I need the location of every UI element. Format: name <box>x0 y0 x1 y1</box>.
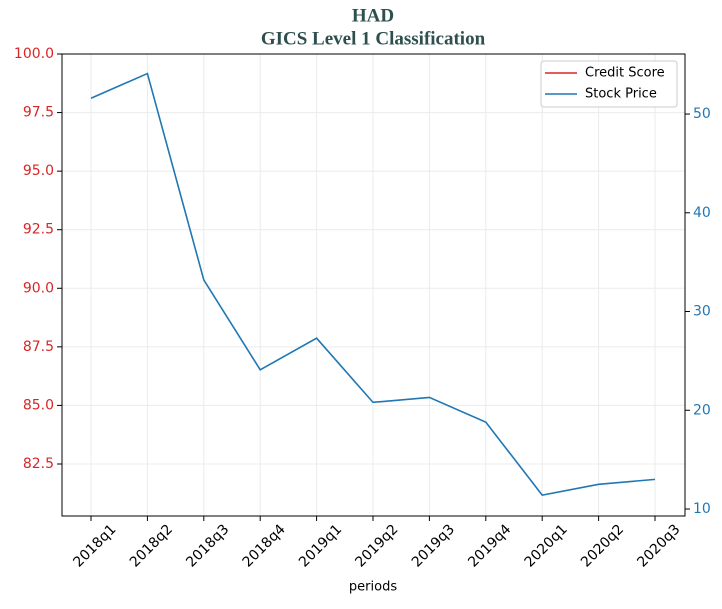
x-tick-label: 2019q3 <box>409 521 458 570</box>
chart-subtitle: GICS Level 1 Classification <box>261 28 486 49</box>
x-tick-label: 2018q1 <box>70 521 119 570</box>
y-tick-label: 92.5 <box>23 222 54 238</box>
line-series <box>90 72 656 497</box>
x-tick-label: 2020q3 <box>634 521 683 570</box>
x-tick-label: 2018q4 <box>240 521 289 570</box>
y-tick-label: 95.0 <box>23 163 54 179</box>
y2-tick-label: 10 <box>693 501 711 517</box>
x-tick-label: 2019q1 <box>296 521 345 570</box>
y2-tick-label: 20 <box>693 402 711 418</box>
chart-title: HAD <box>352 5 394 26</box>
y-tick-label: 82.5 <box>23 456 54 472</box>
y-tick-label: 87.5 <box>23 339 54 355</box>
x-tick-label: 2018q3 <box>183 521 232 570</box>
y2-tick-label: 30 <box>693 304 711 320</box>
x-tick-label: 2020q2 <box>578 521 627 570</box>
legend-label: Credit Score <box>585 66 665 81</box>
x-axis-label: periods <box>349 580 397 595</box>
x-tick-label: 2019q4 <box>465 521 514 570</box>
x-tick-label: 2019q2 <box>352 521 401 570</box>
legend-label: Stock Price <box>585 87 657 102</box>
y-tick-label: 85.0 <box>23 397 54 413</box>
x-tick-label: 2020q1 <box>522 521 571 570</box>
y-tick-label: 97.5 <box>23 105 54 121</box>
y2-tick-label: 50 <box>693 106 711 122</box>
x-tick-label: 2018q2 <box>127 521 176 570</box>
plot-frame <box>61 53 686 517</box>
y-tick-label: 90.0 <box>23 280 54 296</box>
y2-tick-label: 40 <box>693 205 711 221</box>
y-tick-label: 100.0 <box>14 46 54 62</box>
